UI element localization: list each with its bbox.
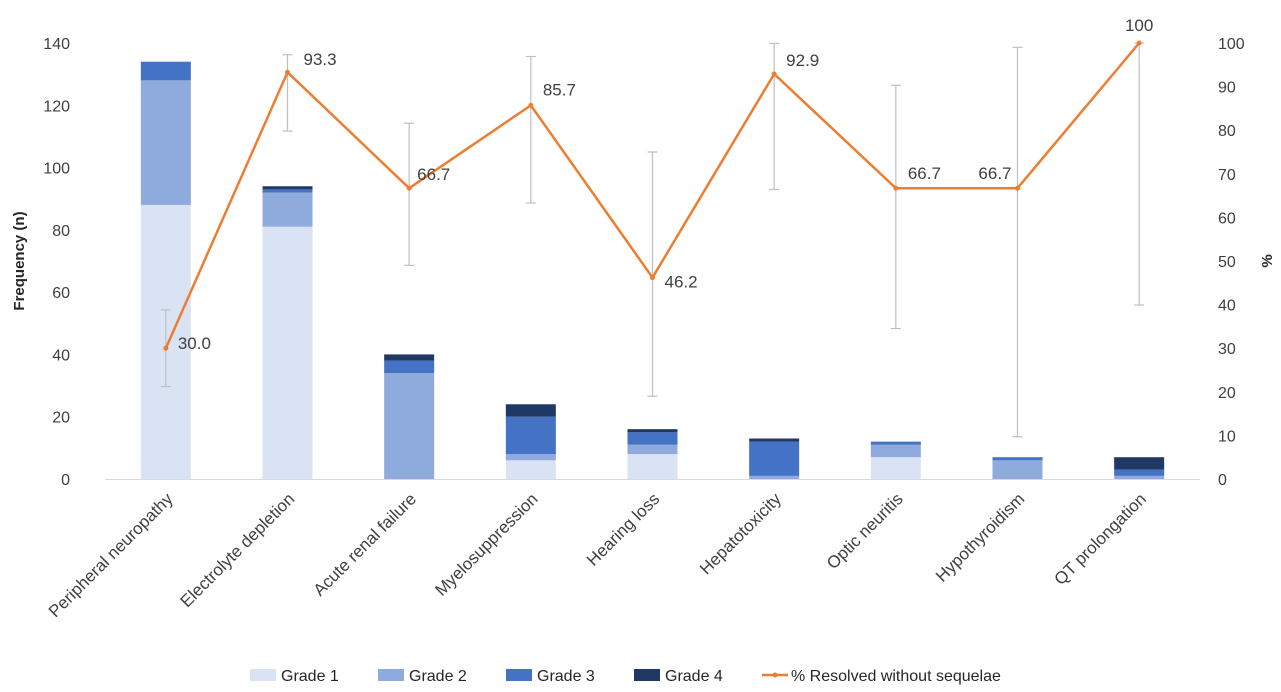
category-label: Myelosuppression	[431, 489, 541, 599]
bar-segment-grade-3	[627, 432, 678, 445]
resolved-point	[528, 102, 534, 108]
bar-segment-grade-2	[384, 373, 435, 479]
y2-tick-label: 70	[1218, 167, 1236, 184]
bar-segment-grade-2	[262, 192, 313, 227]
resolved-point	[650, 275, 655, 281]
data-label: 66.7	[978, 164, 1011, 183]
bar-segment-grade-2	[749, 475, 800, 479]
data-label: 66.7	[417, 165, 450, 184]
bar-segment-grade-3	[140, 61, 191, 81]
bar-segments	[140, 61, 1165, 479]
y2-tick-label: 90	[1218, 80, 1236, 97]
bar-segment-grade-3	[384, 360, 435, 374]
legend-swatch	[506, 669, 532, 681]
category-label: Peripheral neuropathy	[45, 489, 177, 621]
bar-segment-grade-2	[992, 460, 1043, 479]
y-tick-label: 120	[43, 98, 70, 115]
resolved-line	[163, 40, 1142, 351]
resolved-point	[893, 185, 899, 191]
y2-tick-label: 10	[1218, 428, 1236, 445]
bar-segment-grade-2	[627, 444, 678, 455]
y2-tick-label: 20	[1218, 385, 1236, 402]
resolved-point	[1015, 185, 1020, 191]
bar-segment-grade-4	[505, 404, 556, 417]
category-label: Hearing loss	[583, 489, 663, 569]
y-tick-label: 60	[52, 285, 70, 302]
legend-label: Grade 1	[281, 668, 339, 685]
bar-segment-grade-4	[262, 186, 313, 190]
bar-segment-grade-4	[384, 354, 435, 361]
category-label: Hypothyroidism	[932, 489, 1028, 585]
resolved-point	[163, 345, 169, 351]
category-label: Electrolyte depletion	[177, 489, 299, 611]
y2-tick-label: 40	[1218, 298, 1236, 315]
category-label: Hepatotoxicity	[696, 489, 785, 578]
resolved-point	[1136, 40, 1142, 46]
data-label: 66.7	[908, 164, 941, 183]
bar-segment-grade-1	[262, 226, 313, 479]
error-bars	[160, 42, 1145, 438]
data-label: 100	[1125, 16, 1153, 35]
data-label: 85.7	[543, 80, 576, 99]
y-tick-label: 0	[61, 472, 70, 489]
bar-segment-grade-1	[505, 460, 556, 479]
bar-segment-grade-3	[870, 441, 921, 445]
data-label: 93.3	[304, 50, 337, 69]
legend-label: % Resolved without sequelae	[791, 668, 1001, 685]
y2-tick-label: 30	[1218, 341, 1236, 358]
bar-segment-grade-3	[749, 441, 800, 476]
bar-segment-grade-3	[992, 457, 1043, 461]
resolved-point	[285, 69, 290, 75]
y-tick-label: 80	[52, 223, 70, 240]
bar-segment-grade-2	[140, 80, 191, 205]
legend-line-marker	[772, 672, 778, 678]
legend-label: Grade 2	[409, 668, 467, 685]
y2-tick-label: 50	[1218, 254, 1236, 271]
bar-segment-grade-4	[1114, 457, 1165, 470]
bar-segment-grade-2	[870, 444, 921, 458]
resolved-point	[406, 185, 412, 191]
y2-tick-label: 60	[1218, 210, 1236, 227]
y2-tick-label: 100	[1218, 36, 1245, 53]
bar-segment-grade-3	[505, 416, 556, 455]
legend-swatch	[250, 669, 276, 681]
y-tick-label: 140	[43, 36, 70, 53]
data-labels: 30.0 93.3 66.7 85.7 46.2 92.9 66.7 66.7 100	[178, 16, 1154, 353]
bar-segment-grade-1	[870, 457, 921, 479]
category-label: QT prolongation	[1051, 489, 1150, 588]
legend-swatch	[378, 669, 404, 681]
y2-tick-label: 0	[1218, 472, 1227, 489]
y-axis-title: Frequency (n)	[11, 211, 28, 310]
bar-segment-grade-3	[262, 189, 313, 193]
axes: 0 20 40 60 80 100 120 140 0 10 20 30 40 50 60 70 80 90 100…	[11, 36, 1276, 621]
y2-tick-label: 80	[1218, 123, 1236, 140]
y2-axis-title: %	[1259, 254, 1276, 267]
bar-segment-grade-4	[627, 429, 678, 433]
bar-segment-grade-1	[627, 454, 678, 479]
y-tick-label: 40	[52, 347, 70, 364]
bar-segment-grade-3	[1114, 469, 1165, 476]
legend-swatch	[634, 669, 660, 681]
bar-segment-grade-4	[749, 438, 800, 442]
legend: Grade 1 Grade 2 Grade 3 Grade 4 % Resolved w…	[250, 668, 1001, 685]
y-tick-label: 100	[43, 161, 70, 178]
legend-label: Grade 3	[537, 668, 595, 685]
data-label: 92.9	[786, 51, 819, 70]
category-label: Acute renal failure	[310, 489, 420, 599]
bar-segment-grade-2	[1114, 475, 1165, 479]
y-tick-label: 20	[52, 410, 70, 427]
legend-label: Grade 4	[665, 668, 723, 685]
data-label: 46.2	[665, 273, 698, 292]
resolved-point	[771, 71, 777, 77]
bar-segment-grade-2	[505, 454, 556, 461]
data-label: 30.0	[178, 334, 211, 353]
category-label: Optic neuritis	[823, 489, 907, 573]
